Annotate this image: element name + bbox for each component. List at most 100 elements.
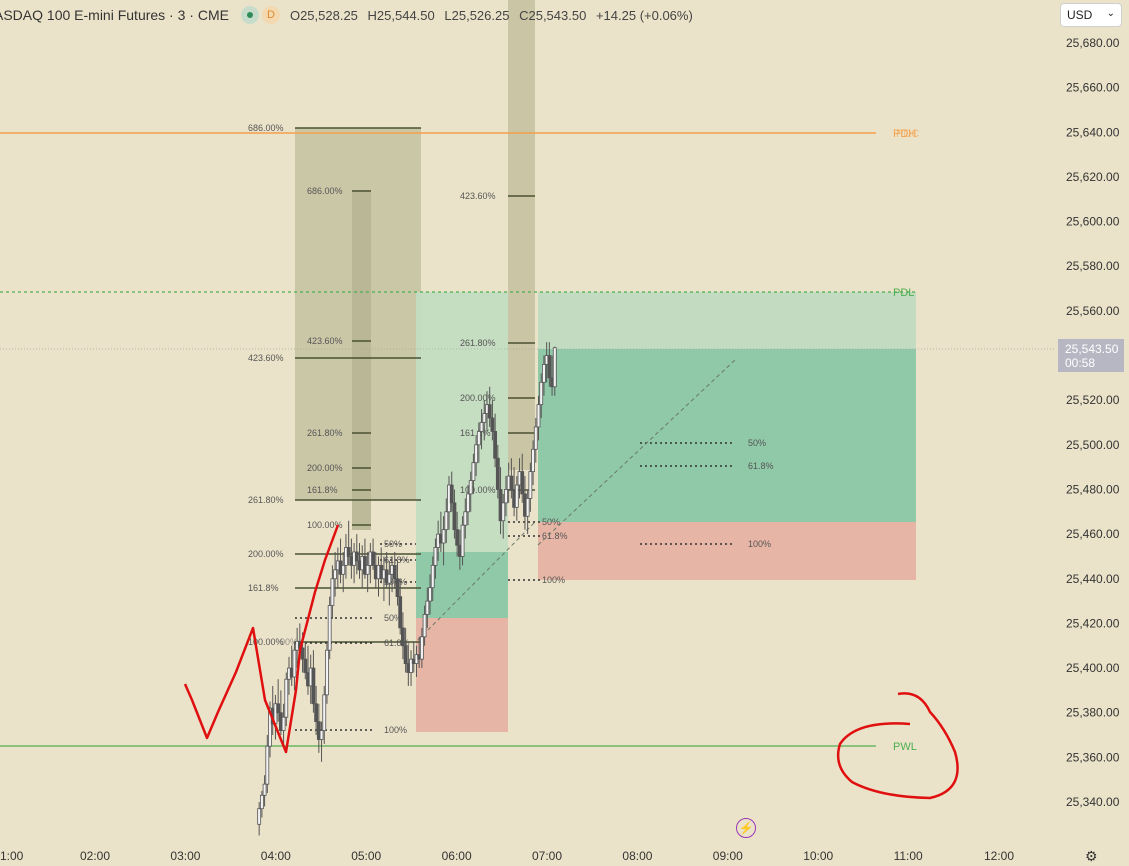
candle-body: [449, 484, 454, 504]
candle-body: [463, 511, 468, 526]
currency-select[interactable]: USD ⌄: [1060, 3, 1122, 27]
gear-icon[interactable]: ⚙: [1085, 848, 1098, 864]
change-value: +14.25 (+0.06%): [595, 7, 693, 23]
candle-body: [468, 480, 473, 495]
retracement-label: 50%: [748, 438, 766, 448]
y-axis-tick-label: 25,440.00: [1066, 572, 1120, 586]
candle-body: [300, 647, 305, 660]
candle-body: [419, 636, 424, 660]
close-value: C25,543.50: [519, 7, 587, 23]
chevron-down-icon: ⌄: [1106, 8, 1115, 19]
candle-body: [547, 355, 552, 379]
candle-body: [471, 462, 476, 481]
last-price-tag: 25,543.50 00:58: [1058, 339, 1124, 372]
candle-body: [542, 364, 546, 383]
candle-body: [303, 658, 308, 673]
candle-body: [455, 529, 460, 546]
fib-label: 423.60%: [460, 191, 496, 201]
candle-body: [387, 573, 392, 584]
candle-body: [409, 658, 413, 673]
candle-body: [346, 547, 351, 557]
candle-body: [259, 794, 264, 810]
retracement-label: 61.8%: [384, 638, 410, 648]
x-axis-tick-label: 11:00: [894, 849, 923, 863]
candle-body: [528, 471, 533, 499]
retracement-label: 100%: [384, 725, 407, 735]
x-axis-tick-label: 08:00: [622, 849, 652, 863]
fib-label: 261.80%: [307, 428, 343, 438]
candle-body: [314, 703, 319, 723]
candle-body: [487, 404, 492, 419]
y-axis-tick-label: 25,620.00: [1066, 170, 1120, 184]
candle-body: [520, 471, 525, 495]
candle-body: [398, 596, 403, 629]
y-axis-tick-label: 25,520.00: [1066, 393, 1120, 407]
candle-body: [395, 578, 400, 598]
drawn-swing-annotation: [183, 524, 340, 754]
fib-label: 200.00%: [460, 393, 496, 403]
retracement-label: 50%: [384, 539, 402, 549]
y-axis-tick-label: 25,480.00: [1066, 482, 1120, 496]
candle-body: [292, 649, 297, 678]
open-value: O25,528.25: [289, 7, 358, 23]
currency-value: USD: [1067, 8, 1093, 22]
candle-body: [327, 605, 332, 651]
fib-label: 100.00%: [307, 520, 343, 530]
candle-body: [514, 484, 519, 508]
candle-body: [311, 667, 316, 705]
stop-zone: [416, 618, 508, 732]
retracement-label: 61.8%: [748, 461, 774, 471]
x-axis-tick-label: 07:00: [532, 849, 562, 863]
candle-body: [501, 502, 506, 522]
x-axis-tick-label: 06:00: [442, 849, 472, 863]
candle-body: [392, 564, 397, 580]
candle-body: [509, 475, 514, 490]
candle-body: [433, 547, 438, 566]
candle-body: [482, 413, 487, 423]
candle-body: [425, 600, 430, 615]
target-zone: [538, 349, 916, 522]
y-axis-tick-label: 25,640.00: [1066, 125, 1120, 139]
ohlc-values: O25,528.25 H25,544.50 L25,526.25 C25,543…: [290, 8, 699, 23]
candle-body: [341, 564, 346, 575]
lightning-bolt-icon[interactable]: ⚡: [736, 818, 756, 838]
fib-label: 686.00%: [307, 186, 343, 196]
fib-label: 200.00%: [248, 549, 284, 559]
candle-body: [474, 444, 479, 464]
candle-body: [268, 707, 272, 747]
x-axis-tick-label: 12:00: [984, 849, 1014, 863]
candle-body: [536, 404, 541, 428]
fib-label: 686.00%: [248, 123, 284, 133]
symbol-header: ASDAQ 100 E-mini Futures · 3 · CME D O25…: [0, 5, 699, 25]
pdl-label: PDL: [893, 287, 914, 299]
candle-body: [479, 422, 484, 432]
y-axis-tick-label: 25,680.00: [1066, 36, 1120, 50]
x-axis-tick-label: 03:00: [170, 849, 200, 863]
last-price-value: 25,543.50: [1065, 342, 1119, 356]
fib-label: 261.80%: [460, 338, 496, 348]
y-axis-tick-label: 25,400.00: [1066, 661, 1120, 675]
symbol-title[interactable]: ASDAQ 100 E-mini Futures · 3 · CME: [0, 7, 229, 23]
retracement-label: 100%: [748, 539, 771, 549]
candle-body: [539, 381, 544, 406]
candle-body: [401, 627, 405, 647]
pdc-label: PDC: [896, 128, 919, 140]
fib-label: 100.00%: [248, 637, 284, 647]
candle-body: [319, 730, 324, 740]
fib-box: [352, 190, 371, 530]
x-axis-tick-label: 10:00: [803, 849, 833, 863]
candle-body: [365, 564, 370, 575]
candle-body: [476, 431, 481, 446]
candle-body: [533, 426, 538, 450]
candle-body: [552, 347, 557, 388]
fib-box: [508, 0, 535, 470]
y-axis-tick-label: 25,660.00: [1066, 81, 1120, 95]
candle-body: [281, 716, 286, 731]
market-status-icon[interactable]: [240, 6, 259, 24]
data-delay-badge[interactable]: D: [261, 6, 280, 24]
candle-body: [490, 417, 495, 432]
trend-line: [537, 359, 736, 546]
candle-body: [262, 783, 267, 796]
